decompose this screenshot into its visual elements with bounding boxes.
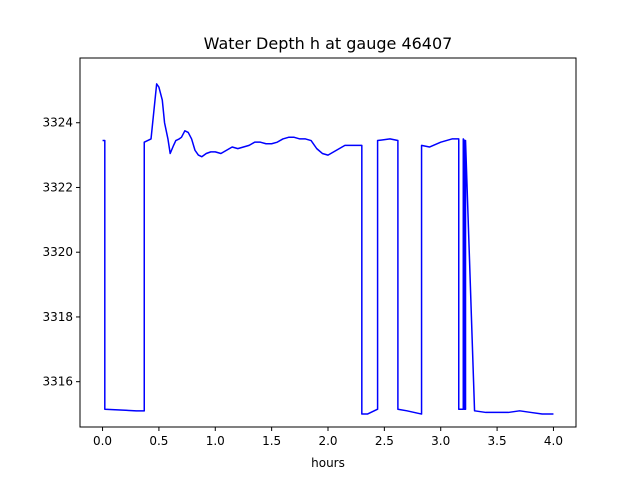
x-tick-label: 2.0 [318, 434, 337, 448]
y-tick-label: 3320 [42, 245, 73, 259]
x-tick-label: 0.5 [149, 434, 168, 448]
y-tick-label: 3324 [42, 116, 73, 130]
series-layer [102, 83, 554, 415]
chart-title: Water Depth h at gauge 46407 [204, 34, 453, 53]
y-tick-label: 3318 [42, 310, 73, 324]
water-depth-series-line [102, 83, 554, 415]
x-axis: 0.0 0.5 1.0 1.5 2.0 2.5 3.0 3.5 4.0 [93, 427, 563, 448]
x-tick-label: 3.0 [431, 434, 450, 448]
plot-area [79, 57, 577, 428]
x-tick-label: 0.0 [93, 434, 112, 448]
x-tick-label: 3.5 [488, 434, 507, 448]
x-tick-label: 4.0 [544, 434, 563, 448]
y-tick-label: 3322 [42, 180, 73, 194]
x-tick-label: 1.5 [262, 434, 281, 448]
plot-background [80, 58, 576, 427]
y-axis: 3316 3318 3320 3322 3324 [42, 116, 80, 389]
x-axis-label: hours [311, 456, 345, 470]
x-tick-label: 2.5 [375, 434, 394, 448]
y-tick-label: 3316 [42, 375, 73, 389]
x-tick-label: 1.0 [206, 434, 225, 448]
